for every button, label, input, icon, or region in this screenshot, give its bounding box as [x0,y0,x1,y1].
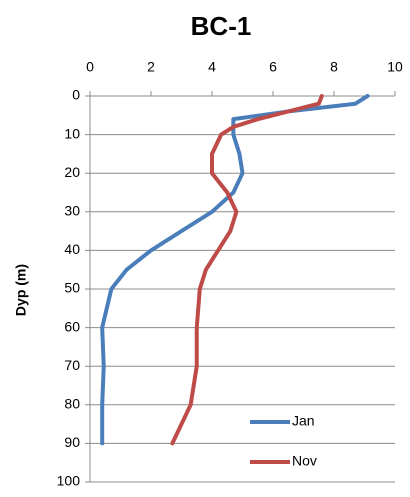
y-tick-label: 0 [72,87,80,103]
y-tick-label: 10 [64,125,80,141]
y-tick-label: 90 [64,434,80,450]
chart-title: BC-1 [191,11,252,41]
y-tick-label: 60 [64,318,80,334]
y-tick-label: 80 [64,396,80,412]
x-tick-label: 10 [387,59,403,75]
series-line [170,94,324,446]
x-tick-label: 6 [269,59,277,75]
x-tick-label: 2 [147,59,155,75]
y-tick-label: 40 [64,241,80,257]
y-tick-label: 50 [64,280,80,296]
x-tick-label: 4 [208,59,216,75]
y-tick-label: 30 [64,203,80,219]
x-tick-label: 8 [330,59,338,75]
y-tick-label: 70 [64,357,80,373]
y-axis-label: Dyp (m) [13,264,29,316]
legend-label: Nov [292,453,317,469]
x-tick-label: 0 [86,59,94,75]
y-tick-label: 100 [57,473,81,489]
y-tick-label: 20 [64,164,80,180]
series-line [100,94,370,446]
legend-label: Jan [292,413,315,429]
